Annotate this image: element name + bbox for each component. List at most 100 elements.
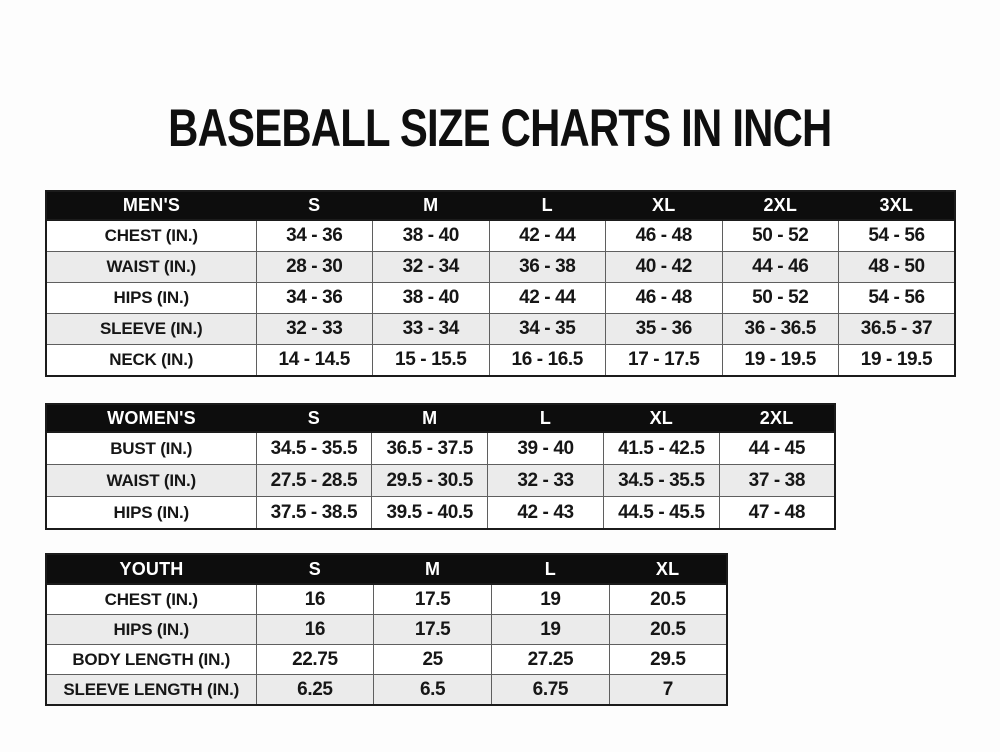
column-header-cell: L (491, 554, 610, 585)
value-cell: 34.5 - 35.5 (255, 431, 373, 465)
column-header-cell: S (256, 554, 374, 585)
value-cell: 44 - 45 (718, 431, 836, 465)
value-cell: 32 - 33 (255, 313, 373, 345)
value-cell: 34.5 - 35.5 (602, 464, 720, 497)
column-header-cell: S (256, 191, 373, 221)
table-header-row: WOMEN'S S M L XL 2XL (46, 404, 835, 433)
column-header-cell: M (373, 554, 492, 585)
womens-size-table: WOMEN'S S M L XL 2XL BUST (IN.) 34.5 - 35.5 36.5… (45, 403, 836, 530)
value-cell: 29.5 (608, 644, 728, 675)
youth-size-table: YOUTH S M L XL CHEST (IN.) 16 17.5 19 20.5 HIPS (I… (45, 553, 728, 706)
column-header-cell: 2XL (719, 404, 835, 433)
value-cell: 27.5 - 28.5 (255, 464, 373, 497)
column-header-cell: 2XL (722, 191, 839, 221)
table-row: HIPS (IN.) 16 17.5 19 20.5 (45, 614, 728, 645)
value-cell: 27.25 (491, 644, 610, 675)
table-row: CHEST (IN.) 34 - 36 38 - 40 42 - 44 46 - 48 5… (45, 219, 956, 252)
value-cell: 20.5 (608, 614, 728, 645)
value-cell: 33 - 34 (372, 313, 490, 345)
mens-size-table: MEN'S S M L XL 2XL 3XL CHEST (IN.) 34 - 36 38 - 4… (45, 190, 956, 377)
value-cell: 16 - 16.5 (488, 344, 606, 377)
value-cell: 22.75 (255, 644, 375, 675)
value-cell: 39.5 - 40.5 (371, 496, 489, 530)
row-label-cell: SLEEVE LENGTH (IN.) (45, 674, 257, 706)
column-header-cell: XL (609, 554, 727, 585)
value-cell: 34 - 36 (255, 219, 373, 252)
row-label-cell: BUST (IN.) (45, 431, 257, 465)
value-cell: 44 - 46 (721, 251, 839, 283)
value-cell: 36 - 38 (488, 251, 606, 283)
row-label-cell: CHEST (IN.) (45, 219, 257, 252)
table-title-cell: MEN'S (46, 191, 256, 221)
row-label-cell: HIPS (IN.) (45, 614, 257, 645)
row-label-cell: HIPS (IN.) (45, 496, 257, 530)
value-cell: 48 - 50 (838, 251, 956, 283)
value-cell: 6.75 (491, 674, 610, 706)
table-title-cell: YOUTH (46, 554, 256, 585)
row-label-cell: BODY LENGTH (IN.) (45, 644, 257, 675)
table-row: WAIST (IN.) 28 - 30 32 - 34 36 - 38 40 - 42 4… (45, 251, 956, 283)
page-title-text: BASEBALL SIZE CHARTS IN INCH (168, 98, 832, 158)
value-cell: 19 (491, 614, 610, 645)
value-cell: 17 - 17.5 (605, 344, 723, 377)
page-title: BASEBALL SIZE CHARTS IN INCH (0, 98, 1000, 159)
table-row: HIPS (IN.) 37.5 - 38.5 39.5 - 40.5 42 - 43 4… (45, 496, 836, 530)
row-label-cell: HIPS (IN.) (45, 282, 257, 314)
value-cell: 47 - 48 (718, 496, 836, 530)
row-label-cell: WAIST (IN.) (45, 251, 257, 283)
value-cell: 36 - 36.5 (721, 313, 839, 345)
value-cell: 32 - 34 (372, 251, 490, 283)
column-header-cell: M (372, 191, 489, 221)
value-cell: 19 - 19.5 (721, 344, 839, 377)
value-cell: 17.5 (373, 583, 492, 615)
value-cell: 46 - 48 (605, 282, 723, 314)
value-cell: 16 (255, 583, 375, 615)
value-cell: 35 - 36 (605, 313, 723, 345)
value-cell: 40 - 42 (605, 251, 723, 283)
table-header-row: YOUTH S M L XL (46, 554, 727, 585)
value-cell: 42 - 43 (487, 496, 604, 530)
column-header-cell: L (489, 191, 606, 221)
column-header-cell: XL (603, 404, 720, 433)
value-cell: 7 (608, 674, 728, 706)
value-cell: 20.5 (608, 583, 728, 615)
column-header-cell: L (487, 404, 604, 433)
table-row: CHEST (IN.) 16 17.5 19 20.5 (45, 583, 728, 615)
value-cell: 42 - 44 (488, 282, 606, 314)
value-cell: 34 - 36 (255, 282, 373, 314)
table-title-cell: WOMEN'S (46, 404, 256, 433)
value-cell: 25 (373, 644, 492, 675)
value-cell: 46 - 48 (605, 219, 723, 252)
value-cell: 6.25 (255, 674, 375, 706)
table-row: WAIST (IN.) 27.5 - 28.5 29.5 - 30.5 32 - 33… (45, 464, 836, 497)
value-cell: 19 - 19.5 (838, 344, 956, 377)
column-header-cell: XL (605, 191, 722, 221)
value-cell: 37 - 38 (718, 464, 836, 497)
column-header-cell: S (256, 404, 372, 433)
value-cell: 34 - 35 (488, 313, 606, 345)
value-cell: 38 - 40 (372, 219, 490, 252)
value-cell: 50 - 52 (721, 219, 839, 252)
value-cell: 15 - 15.5 (372, 344, 490, 377)
value-cell: 6.5 (373, 674, 492, 706)
value-cell: 54 - 56 (838, 282, 956, 314)
value-cell: 38 - 40 (372, 282, 490, 314)
value-cell: 32 - 33 (487, 464, 604, 497)
row-label-cell: SLEEVE (IN.) (45, 313, 257, 345)
value-cell: 28 - 30 (255, 251, 373, 283)
table-row: HIPS (IN.) 34 - 36 38 - 40 42 - 44 46 - 48 50… (45, 282, 956, 314)
row-label-cell: NECK (IN.) (45, 344, 257, 377)
table-header-row: MEN'S S M L XL 2XL 3XL (46, 191, 955, 221)
row-label-cell: CHEST (IN.) (45, 583, 257, 615)
value-cell: 17.5 (373, 614, 492, 645)
value-cell: 37.5 - 38.5 (255, 496, 373, 530)
column-header-cell: 3XL (838, 191, 955, 221)
table-row: SLEEVE LENGTH (IN.) 6.25 6.5 6.75 7 (45, 674, 728, 706)
value-cell: 41.5 - 42.5 (602, 431, 720, 465)
value-cell: 54 - 56 (838, 219, 956, 252)
value-cell: 36.5 - 37 (838, 313, 956, 345)
value-cell: 50 - 52 (721, 282, 839, 314)
value-cell: 44.5 - 45.5 (602, 496, 720, 530)
value-cell: 16 (255, 614, 375, 645)
value-cell: 39 - 40 (487, 431, 604, 465)
